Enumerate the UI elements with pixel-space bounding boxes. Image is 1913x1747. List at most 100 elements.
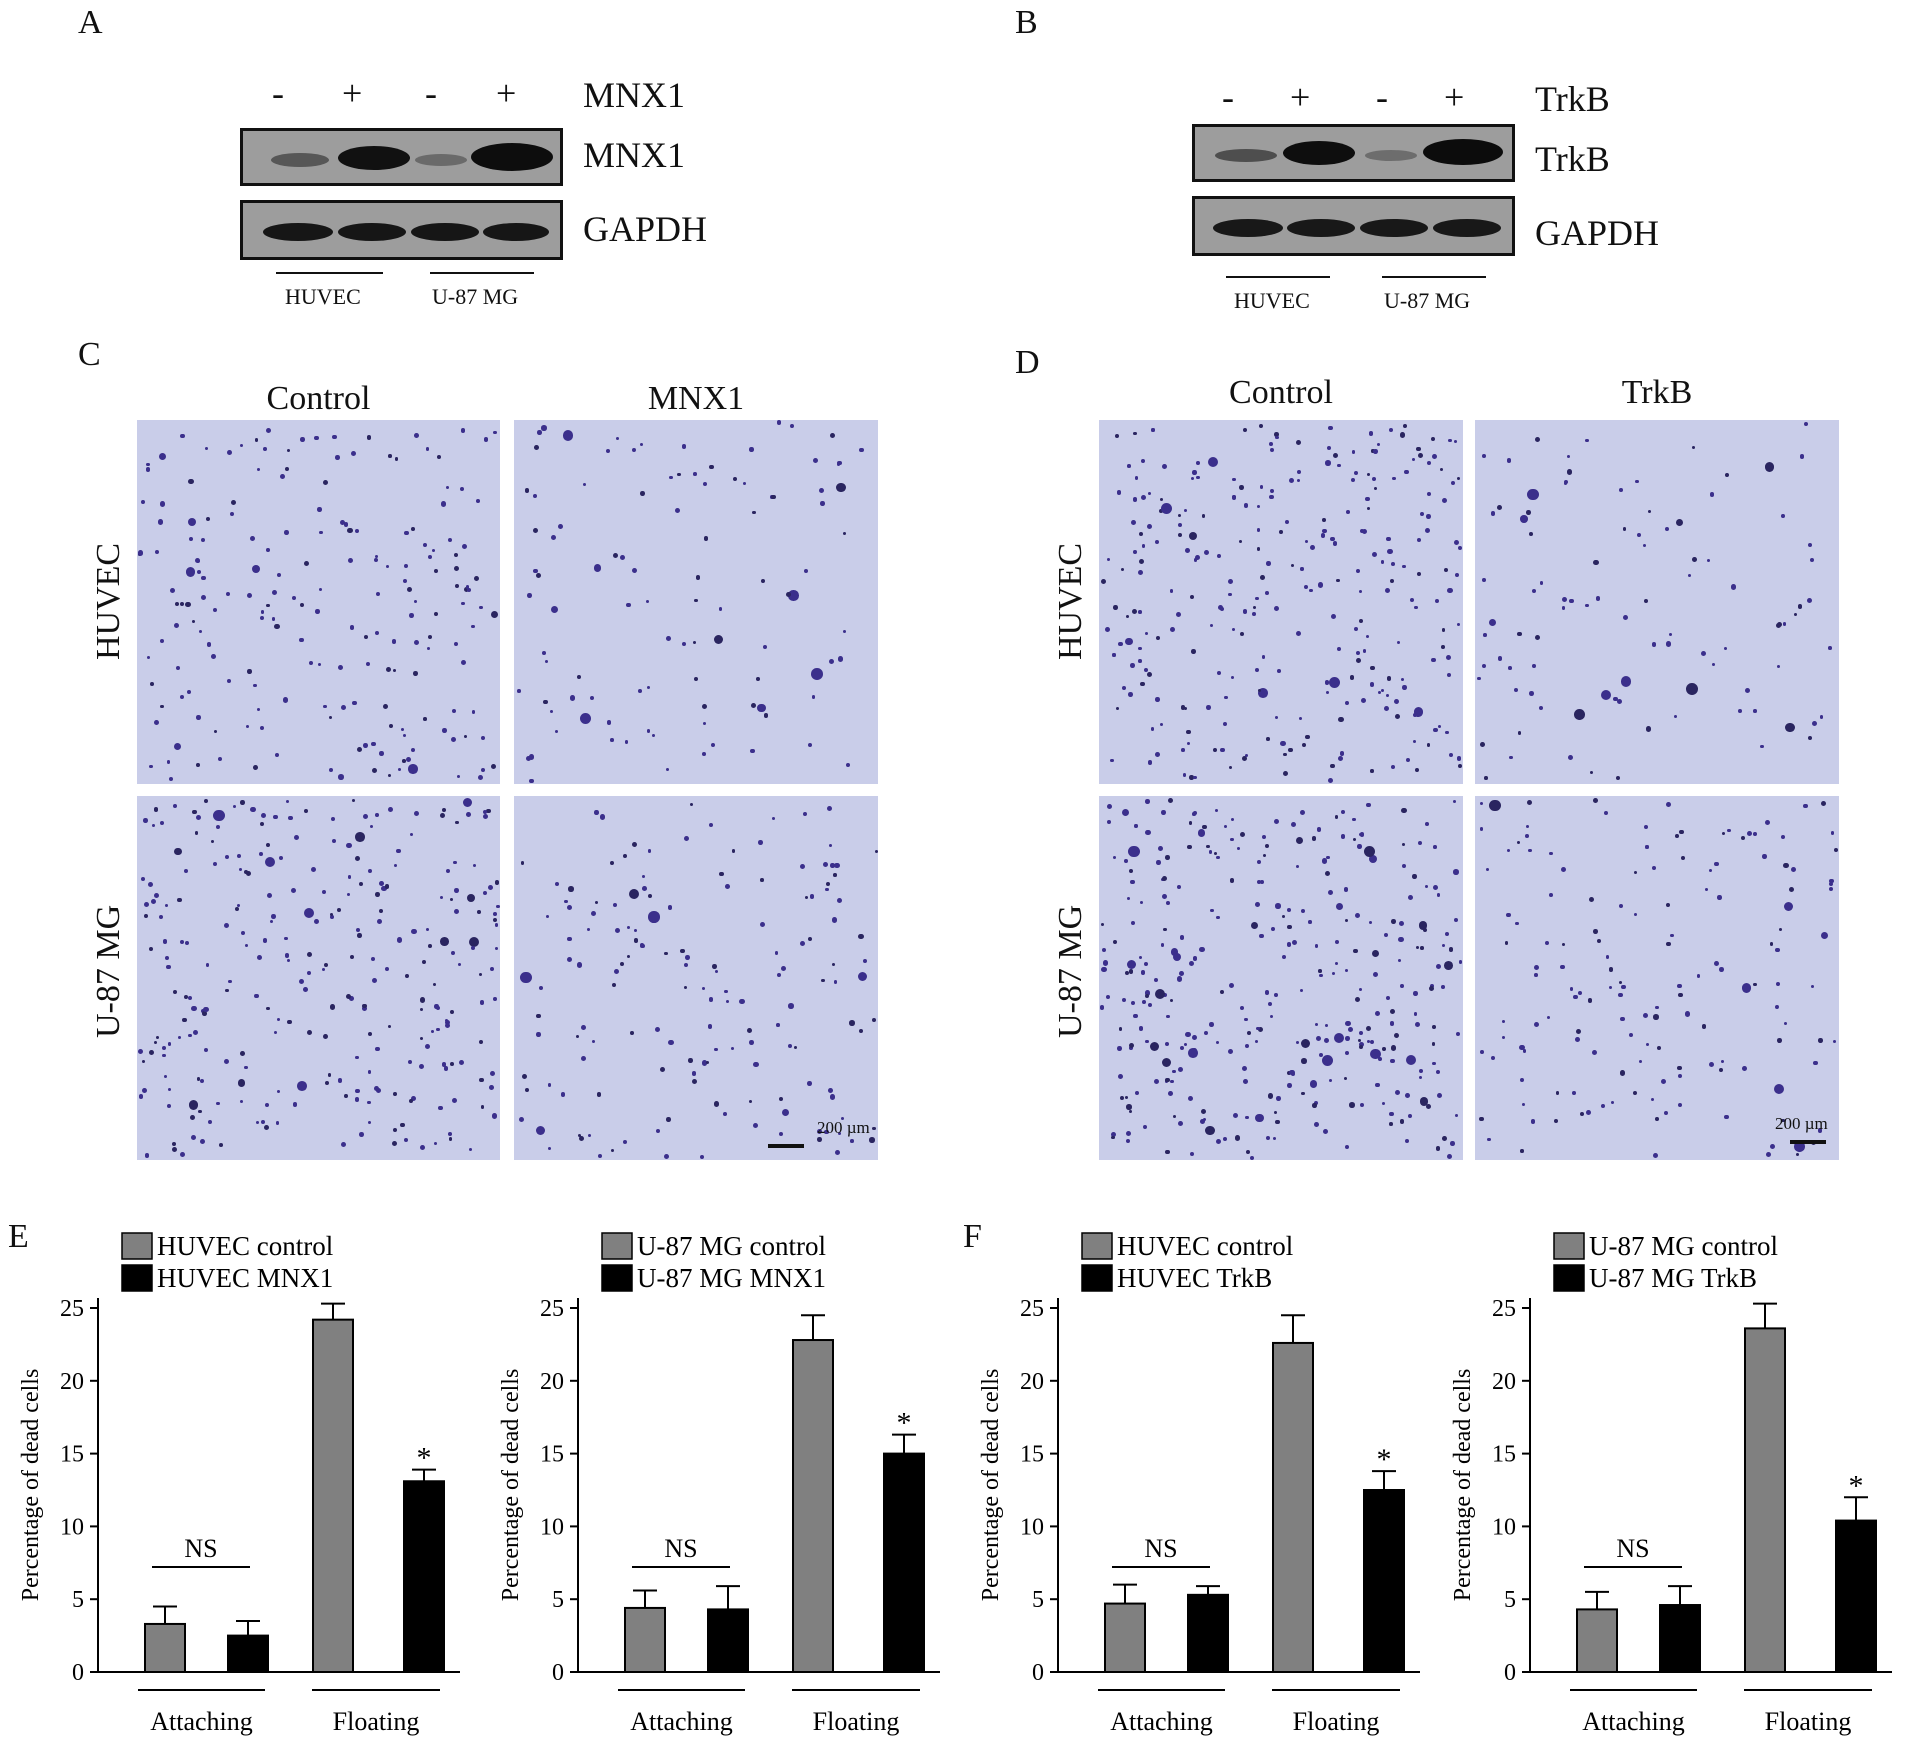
stained-cell [591, 1040, 596, 1044]
stained-cell [1250, 921, 1258, 930]
stained-cell [1168, 797, 1174, 804]
stained-cell [385, 666, 392, 672]
stained-cell [413, 599, 418, 604]
stained-cell [1202, 1117, 1206, 1121]
stained-cell [169, 587, 176, 594]
stained-cell [1575, 1037, 1581, 1042]
stained-cell [1330, 537, 1335, 542]
stained-cell [1256, 1027, 1260, 1031]
stained-cell [256, 1121, 260, 1125]
stained-cell [1533, 1022, 1539, 1028]
y-tick-label: 0 [72, 1660, 84, 1686]
stained-cell [256, 467, 261, 472]
y-tick-label: 10 [1492, 1514, 1516, 1540]
stained-cell [174, 847, 182, 856]
stained-cell [788, 1003, 794, 1009]
stained-cell [1446, 654, 1452, 660]
stained-cell [1344, 968, 1349, 973]
stained-cell [1372, 949, 1380, 957]
stained-cell [1432, 1062, 1436, 1066]
stained-cell [1398, 937, 1404, 943]
stained-cell [461, 601, 465, 606]
stained-cell [807, 1081, 812, 1086]
blot-gapdh-a [240, 200, 563, 260]
stained-cell [472, 710, 476, 714]
stained-cell [1377, 443, 1381, 447]
stained-cell [274, 623, 280, 629]
bar [403, 1480, 445, 1673]
stained-cell [1828, 881, 1834, 887]
stained-cell [1454, 572, 1460, 578]
y-tick-label: 5 [1032, 1587, 1044, 1613]
stained-cell [185, 940, 190, 945]
stained-cell [463, 798, 473, 808]
stained-cell [201, 575, 206, 581]
stained-cell [477, 775, 484, 781]
stained-cell [257, 707, 261, 711]
stained-cell [1124, 970, 1130, 976]
stained-cell [161, 1046, 166, 1051]
stained-cell [525, 755, 531, 761]
stained-cell [593, 564, 602, 572]
treatment-label: TrkB [1535, 79, 1610, 119]
stained-cell [663, 1154, 669, 1160]
stained-cell [260, 610, 265, 614]
stained-cell [1425, 821, 1430, 826]
y-tick-label: 20 [540, 1369, 564, 1395]
stained-cell [776, 973, 781, 977]
stained-cell [1120, 568, 1124, 572]
stained-cell [1138, 531, 1144, 537]
stained-cell [598, 1153, 603, 1158]
stained-cell [641, 875, 645, 879]
stained-cell [1354, 913, 1361, 919]
stained-cell [1344, 1144, 1350, 1150]
stained-cell [308, 660, 313, 665]
stained-cell [1331, 613, 1337, 619]
stained-cell [1635, 479, 1639, 483]
stained-cell [535, 1126, 546, 1136]
stained-cell [471, 624, 475, 629]
stained-cell [1741, 983, 1751, 993]
stained-cell [1618, 981, 1622, 985]
stained-cell [448, 1132, 453, 1137]
stained-cell [1300, 809, 1306, 815]
stained-cell [461, 543, 468, 550]
stained-cell [1620, 676, 1632, 687]
stained-cell [369, 824, 373, 828]
bar [1576, 1608, 1618, 1673]
stained-cell [1143, 961, 1149, 967]
stained-cell [542, 650, 546, 655]
stained-cell [1206, 705, 1211, 710]
stained-cell [1191, 649, 1196, 654]
stained-cell [614, 968, 620, 975]
stained-cell [1236, 846, 1241, 851]
stained-cell [466, 587, 471, 592]
stained-cell [1353, 837, 1357, 841]
stained-cell [203, 799, 208, 804]
stained-cell [291, 595, 297, 601]
stained-cell [1249, 1155, 1254, 1160]
stained-cell [1435, 1146, 1441, 1151]
stained-cell [1182, 772, 1187, 777]
stained-cell [443, 1066, 449, 1071]
stained-cell [1265, 1135, 1270, 1141]
stained-cell [160, 820, 165, 825]
stained-cell [836, 463, 840, 467]
stained-cell [1272, 1136, 1277, 1141]
stained-cell [862, 958, 867, 963]
stained-cell [1399, 432, 1405, 438]
stained-cell [812, 457, 818, 463]
stained-cell [1482, 454, 1487, 458]
stained-cell [1402, 564, 1406, 568]
stained-cell [178, 1035, 182, 1039]
micrograph-u87-trkb [1475, 796, 1839, 1160]
scale-bar [1790, 1140, 1826, 1144]
stained-cell [1587, 998, 1593, 1004]
stained-cell [1412, 874, 1417, 879]
treatment-sign: + [1290, 77, 1311, 117]
stained-cell [1419, 1097, 1429, 1106]
stained-cell [374, 554, 379, 559]
stained-cell [1142, 1124, 1147, 1129]
stained-cell [141, 499, 146, 504]
stained-cell [1166, 1014, 1170, 1018]
